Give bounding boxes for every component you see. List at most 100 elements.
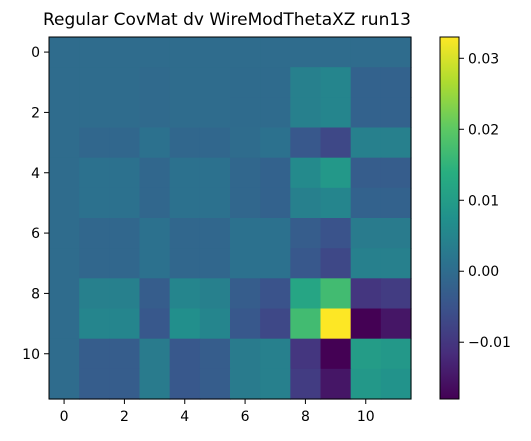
heatmap-cell: [380, 187, 412, 219]
heatmap-cell: [199, 368, 231, 400]
heatmap-cell: [139, 308, 171, 340]
heatmap-cell: [290, 127, 322, 159]
heatmap-cell: [79, 368, 110, 400]
heatmap-cell: [380, 127, 412, 159]
heatmap-cell: [139, 368, 171, 400]
heatmap-cell: [109, 187, 141, 219]
heatmap-cell: [109, 97, 141, 129]
heatmap-cell: [380, 97, 412, 129]
heatmap-cell: [380, 157, 412, 189]
heatmap-cell: [169, 218, 201, 249]
heatmap-cell: [380, 308, 412, 340]
heatmap-cell: [199, 308, 231, 340]
heatmap-cell: [169, 67, 201, 98]
heatmap-cell: [320, 127, 352, 159]
heatmap-cell: [109, 308, 141, 340]
heatmap-cell: [230, 97, 261, 129]
heatmap-cell: [49, 248, 80, 279]
heatmap-cell: [49, 338, 80, 370]
heatmap-cell: [260, 218, 291, 249]
heatmap-cell: [260, 278, 291, 310]
heatmap-cell: [260, 368, 291, 400]
x-tick-label: 6: [241, 409, 250, 425]
heatmap-cell: [109, 278, 141, 310]
colorbar-gradient: [440, 37, 459, 399]
heatmap-cell: [49, 368, 80, 400]
heatmap-cell: [199, 97, 231, 129]
heatmap-cell: [109, 368, 141, 400]
heatmap-cell: [109, 157, 141, 189]
heatmap-cell: [230, 157, 261, 189]
heatmap-cell: [49, 278, 80, 310]
heatmap-cell: [199, 248, 231, 279]
heatmap-cell: [320, 338, 352, 370]
heatmap-cell: [290, 368, 322, 400]
heatmap-cell: [380, 67, 412, 98]
colorbar-tick-label: 0.02: [468, 122, 499, 138]
heatmap-cell: [169, 308, 201, 340]
heatmap-cell: [49, 218, 80, 249]
x-tick-label: 0: [60, 409, 69, 425]
heatmap-cell: [139, 218, 171, 249]
heatmap-cell: [109, 248, 141, 279]
heatmap-cell: [350, 218, 382, 249]
heatmap-cell: [320, 218, 352, 249]
heatmap-cell: [230, 308, 261, 340]
heatmap-cell: [139, 248, 171, 279]
heatmap-cell: [320, 97, 352, 129]
heatmap-cell: [350, 368, 382, 400]
heatmap-cell: [169, 187, 201, 219]
heatmap-cell: [320, 157, 352, 189]
heatmap-cell: [49, 308, 80, 340]
colorbar-tick-label: 0.03: [468, 51, 499, 67]
heatmap-cell: [380, 338, 412, 370]
colorbar-tick-label: 0.00: [468, 264, 499, 280]
heatmap-cell: [139, 338, 171, 370]
heatmap-cell: [350, 67, 382, 98]
heatmap-cell: [199, 278, 231, 310]
heatmap-cell: [350, 37, 382, 68]
x-tick-label: 2: [120, 409, 129, 425]
heatmap-cell: [79, 338, 110, 370]
heatmap-cell: [380, 278, 412, 310]
heatmap-cell: [260, 97, 291, 129]
x-tick-label: 4: [180, 409, 189, 425]
heatmap-cell: [79, 67, 110, 98]
heatmap-cell: [49, 67, 80, 98]
heatmap-cell: [199, 67, 231, 98]
heatmap-cell: [290, 187, 322, 219]
heatmap-cell: [49, 157, 80, 189]
colorbar-frame: [439, 36, 460, 400]
heatmap-cell: [169, 368, 201, 400]
heatmap-cell: [260, 187, 291, 219]
heatmap-cell: [199, 157, 231, 189]
heatmap-cell: [79, 37, 110, 68]
heatmap-cell: [290, 248, 322, 279]
y-tick-label: 4: [31, 166, 40, 182]
heatmap-cell: [169, 157, 201, 189]
heatmap-cell: [230, 368, 261, 400]
heatmap-cell: [380, 37, 412, 68]
colorbar-axis: 0.03 0.02 0.01 0.00 −0.01: [459, 51, 511, 351]
heatmap-cell: [320, 187, 352, 219]
colorbar: 0.03 0.02 0.01 0.00 −0.01: [439, 36, 511, 400]
heatmap-cell: [79, 187, 110, 219]
heatmap-cell: [260, 37, 291, 68]
x-tick-label: 8: [301, 409, 310, 425]
chart-title: Regular CovMat dv WireModThetaXZ run13: [43, 10, 411, 30]
heatmap-cell: [260, 67, 291, 98]
heatmap-cell: [290, 67, 322, 98]
heatmap-cell: [49, 97, 80, 129]
x-tick-label: 10: [357, 409, 375, 425]
y-tick-label: 8: [31, 286, 40, 302]
heatmap-cell: [109, 37, 141, 68]
heatmap-cell: [139, 187, 171, 219]
heatmap-cell: [350, 278, 382, 310]
heatmap-cell: [230, 218, 261, 249]
heatmap-cell: [79, 278, 110, 310]
heatmap-cell: [230, 248, 261, 279]
y-tick-label: 0: [31, 45, 40, 61]
heatmap-cell: [199, 37, 231, 68]
heatmap-cell: [79, 157, 110, 189]
